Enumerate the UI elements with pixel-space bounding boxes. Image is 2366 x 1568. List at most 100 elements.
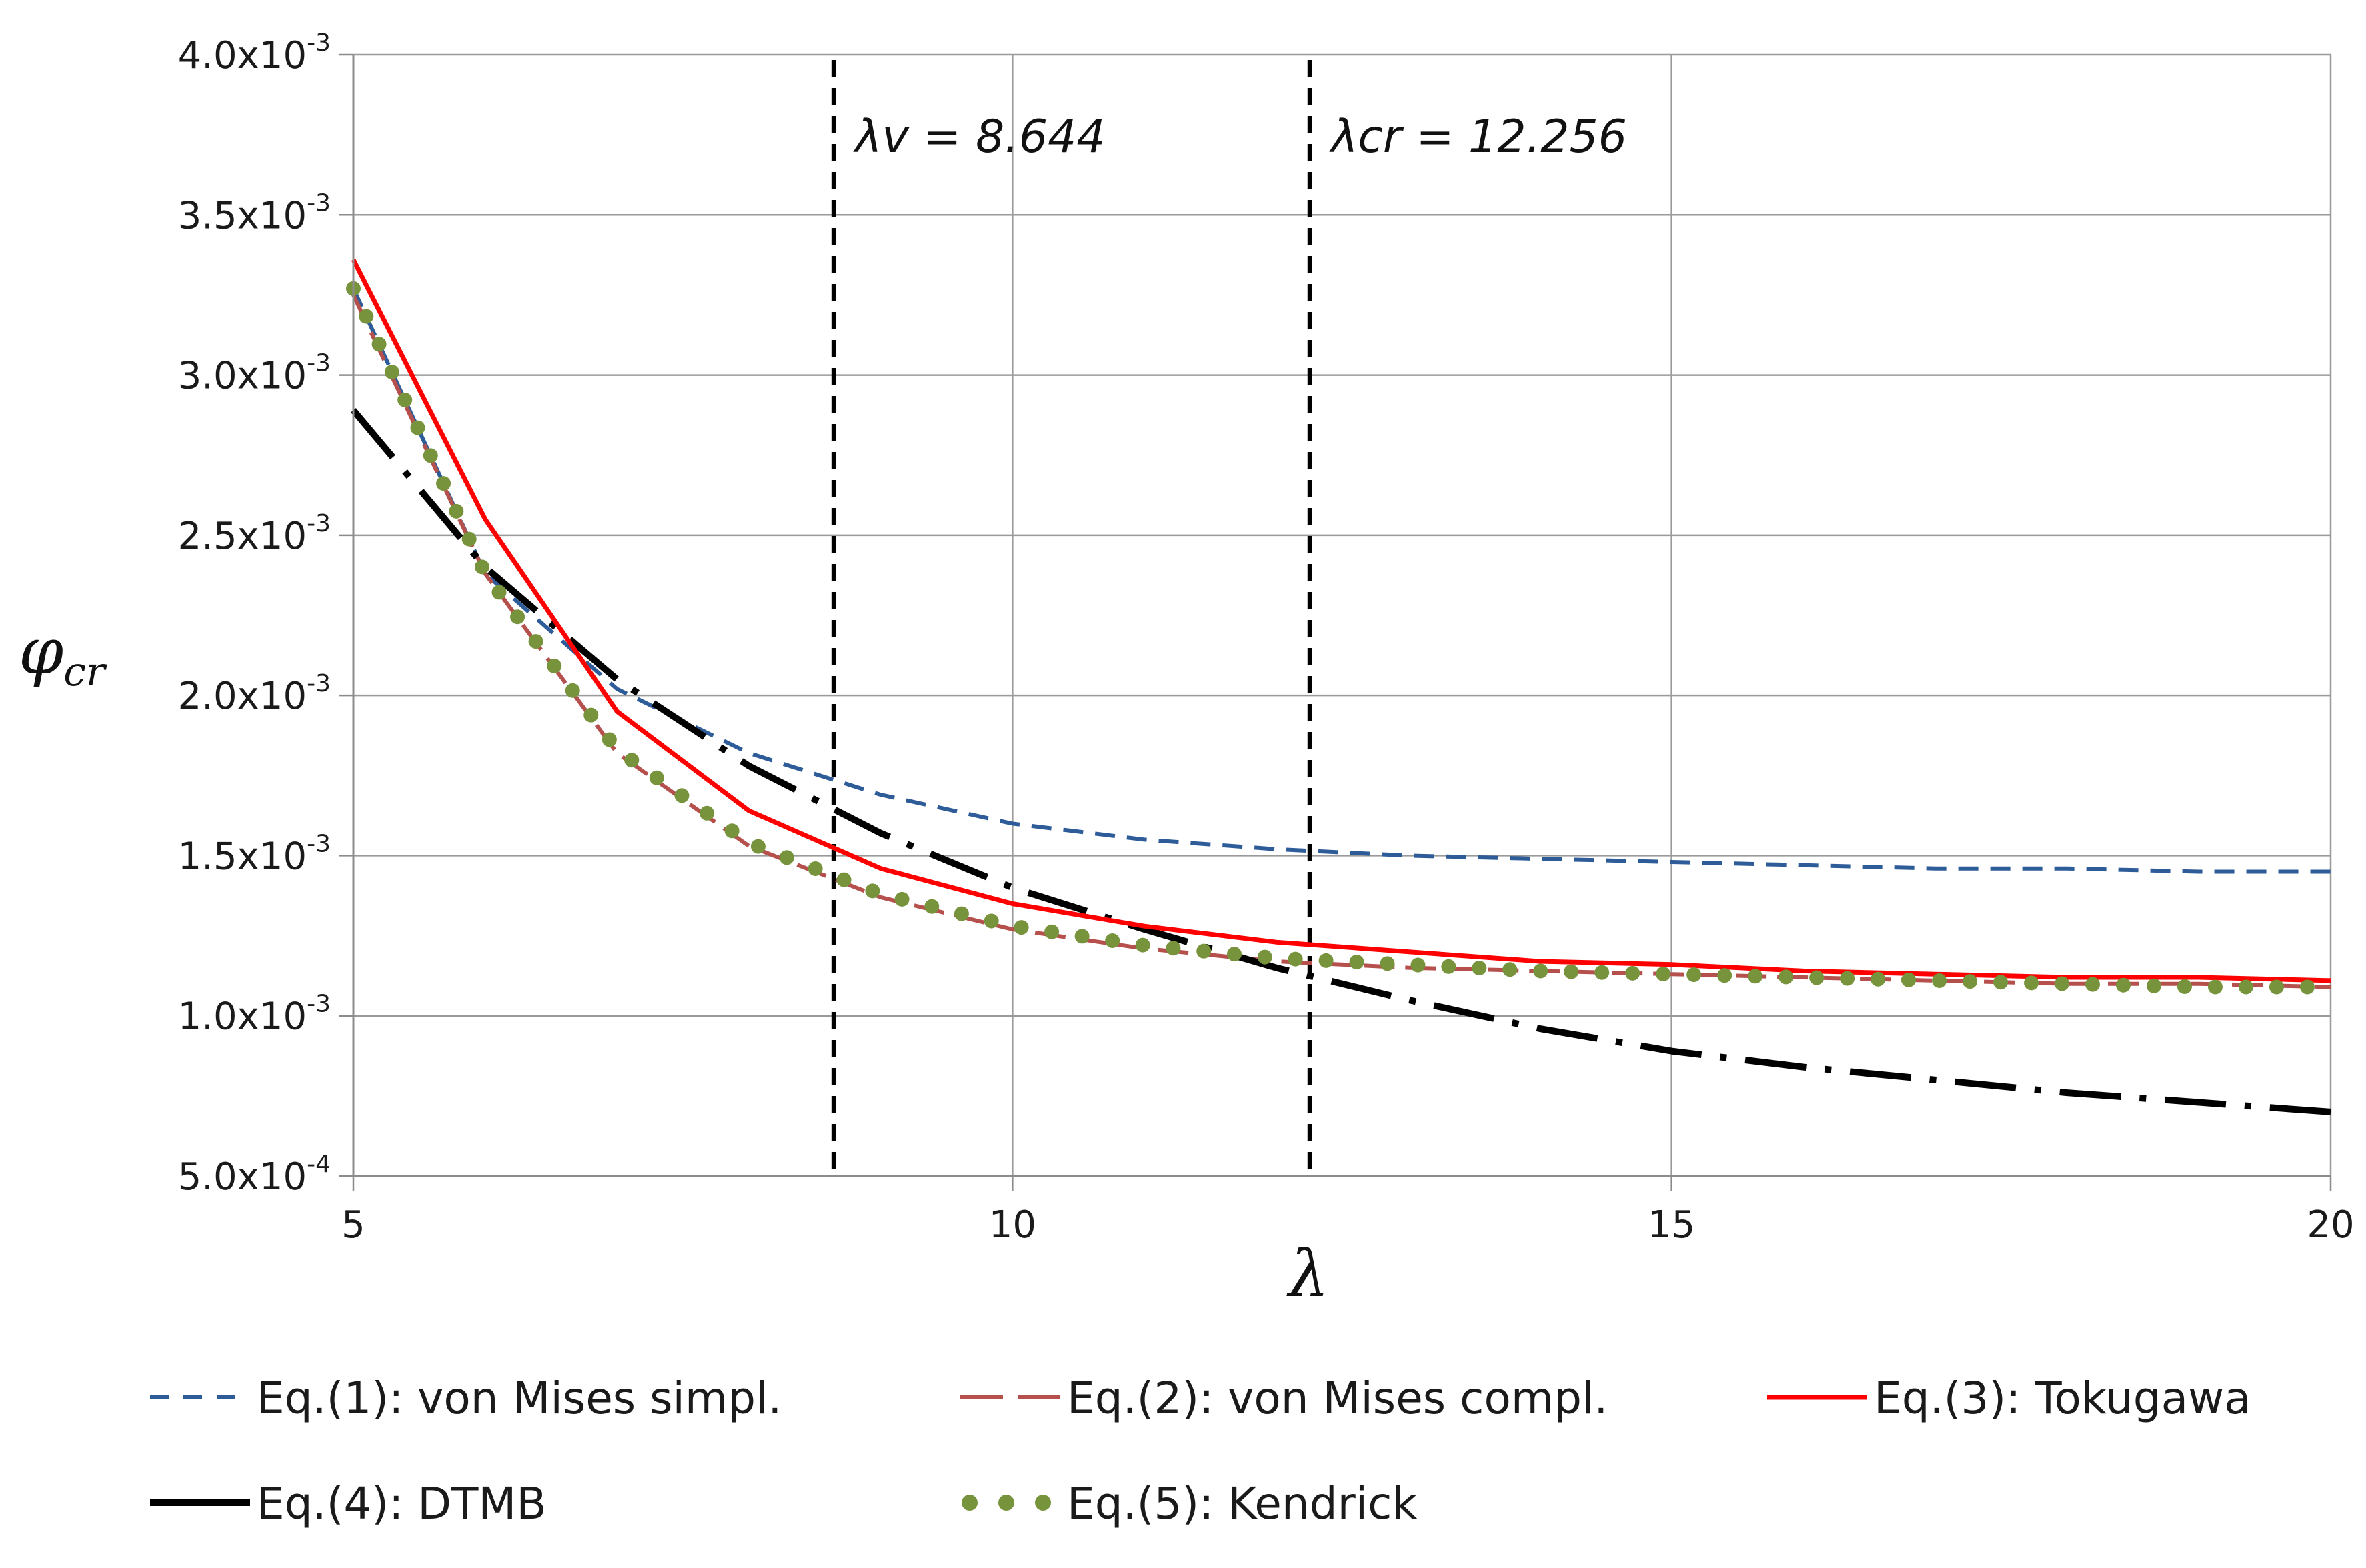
kendrick-dot: [750, 839, 766, 854]
kendrick-dot: [1963, 974, 1978, 989]
kendrick-dot: [1901, 972, 1917, 987]
kendrick-dot: [1380, 956, 1395, 971]
annotation-label: λv = 8.644: [853, 111, 1105, 163]
y-tick-mantissa: 1.0x10: [178, 995, 307, 1039]
kendrick-dot: [547, 658, 562, 673]
annotation-lines: [831, 60, 1312, 1176]
kendrick-dot: [410, 420, 425, 435]
kendrick-dot: [779, 850, 794, 865]
kendrick-dot: [1656, 966, 1671, 981]
kendrick-dot: [1594, 965, 1610, 980]
grid-layer: [352, 53, 2332, 1177]
kendrick-dot: [1166, 941, 1181, 956]
legend-item: Eq.(2): von Mises compl.: [960, 1373, 1608, 1424]
kendrick-dot: [1840, 971, 1855, 986]
kendrick-dot: [808, 861, 823, 876]
kendrick-dot: [674, 788, 690, 803]
kendrick-dot: [1625, 965, 1640, 981]
y-tick-exponent: -3: [307, 29, 331, 57]
legend-item: Eq.(5): Kendrick: [962, 1478, 1418, 1529]
kendrick-dot: [2146, 978, 2161, 993]
label-layer: 5.0x10-41.0x10-31.5x10-32.0x10-32.5x10-3…: [19, 29, 2355, 1311]
y-tick-mantissa: 4.0x10: [178, 34, 307, 77]
kendrick-dot: [371, 337, 387, 352]
kendrick-dot: [1074, 929, 1090, 944]
kendrick-dot: [359, 309, 374, 324]
kendrick-dot: [528, 634, 543, 649]
kendrick-dot: [2055, 976, 2070, 991]
kendrick-dot: [1196, 943, 1212, 959]
legend-swatch-dot: [998, 1495, 1014, 1511]
kendrick-dot: [602, 732, 617, 747]
kendrick-dot: [1686, 967, 1702, 983]
kendrick-dot: [1748, 969, 1763, 984]
kendrick-dot: [397, 392, 413, 407]
legend-item: Eq.(3): Tokugawa: [1767, 1373, 2251, 1424]
kendrick-dot: [1717, 968, 1732, 983]
legend-label: Eq.(1): von Mises simpl.: [257, 1373, 782, 1424]
kendrick-dot: [1226, 947, 1242, 962]
x-tick-label: 5: [341, 1203, 365, 1247]
y-tick-label: 2.0x10-3: [178, 670, 331, 718]
kendrick-dot: [2024, 975, 2039, 991]
y-tick-mantissa: 2.0x10: [178, 675, 307, 718]
kendrick-dot: [2269, 979, 2284, 995]
kendrick-dot: [1533, 963, 1548, 979]
x-tick-label: 10: [989, 1203, 1036, 1247]
kendrick-dot: [436, 476, 451, 491]
kendrick-dot: [1502, 962, 1518, 977]
kendrick-dot: [2177, 979, 2192, 994]
kendrick-dot: [2299, 979, 2315, 995]
legend-label: Eq.(4): DTMB: [257, 1478, 547, 1529]
kendrick-dot: [1932, 973, 1947, 988]
y-tick-mantissa: 5.0x10: [178, 1155, 307, 1199]
kendrick-dot: [1564, 964, 1579, 979]
y-tick-label: 1.5x10-3: [178, 830, 331, 878]
legend-item: Eq.(4): DTMB: [150, 1478, 547, 1529]
annotation-label: λcr = 12.256: [1329, 111, 1627, 163]
kendrick-dot: [865, 883, 880, 899]
y-tick-label: 4.0x10-3: [178, 29, 331, 77]
kendrick-dot: [1318, 953, 1334, 968]
y-tick-mantissa: 2.5x10: [178, 515, 307, 558]
kendrick-dot: [423, 448, 438, 463]
y-tick-exponent: -3: [307, 350, 331, 377]
kendrick-dot: [384, 365, 399, 380]
kendrick-dot: [1044, 924, 1060, 939]
y-tick-exponent: -4: [307, 1151, 331, 1178]
legend-swatch-dot: [1035, 1495, 1051, 1511]
kendrick-dot: [1288, 951, 1303, 967]
y-tick-exponent: -3: [307, 189, 331, 217]
y-tick-label: 1.0x10-3: [178, 991, 331, 1039]
legend-swatch-dot: [962, 1495, 978, 1511]
series-line-3: [351, 259, 2331, 983]
kendrick-dot: [2115, 977, 2131, 993]
y-tick-label: 2.5x10-3: [178, 510, 331, 558]
kendrick-dot: [2207, 979, 2223, 995]
y-tick-mantissa: 1.5x10: [178, 835, 307, 878]
kendrick-dot: [510, 609, 525, 625]
kendrick-dot: [1993, 975, 2009, 990]
kendrick-dot: [894, 891, 910, 907]
kendrick-dot: [649, 770, 664, 785]
kendrick-dot: [1014, 920, 1029, 935]
y-axis-title-main: φ: [19, 614, 63, 689]
kendrick-dot: [1871, 971, 1886, 987]
kendrick-dot: [1349, 955, 1364, 970]
kendrick-dot: [449, 503, 464, 519]
series-layer: [346, 259, 2331, 1115]
kendrick-dot: [1410, 957, 1426, 973]
x-tick-label: 15: [1648, 1203, 1695, 1247]
y-tick-label: 3.5x10-3: [178, 189, 331, 237]
series-line-1: [351, 287, 2331, 874]
kendrick-dot: [624, 753, 640, 768]
kendrick-dot: [565, 683, 580, 698]
x-tick-label: 20: [2307, 1203, 2354, 1247]
kendrick-dot: [836, 872, 852, 887]
series-line-2: [351, 294, 2331, 989]
kendrick-dot: [474, 559, 489, 575]
kendrick-dot: [699, 805, 714, 821]
kendrick-dot: [1105, 933, 1120, 949]
y-tick-exponent: -3: [307, 991, 331, 1018]
y-tick-exponent: -3: [307, 670, 331, 697]
